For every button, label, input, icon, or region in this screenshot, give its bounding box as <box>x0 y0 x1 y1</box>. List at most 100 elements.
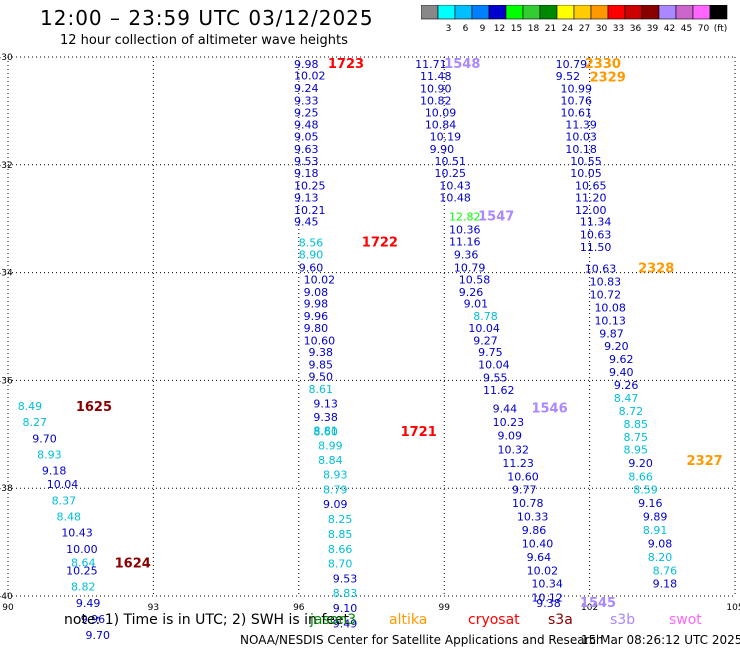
pass-number-label: 2330 <box>585 57 621 72</box>
wave-height-label: 10.51 <box>435 155 467 168</box>
wave-height-label: 10.21 <box>294 204 326 217</box>
wave-height-label: 8.47 <box>614 392 639 405</box>
wave-height-label: 11.62 <box>483 384 515 397</box>
wave-height-label: 8.81 <box>313 424 338 437</box>
wave-height-label: 10.72 <box>590 288 622 301</box>
wave-height-label: 9.16 <box>638 497 663 510</box>
wave-height-label: 10.84 <box>425 119 457 132</box>
wave-height-label: 9.48 <box>294 119 319 132</box>
wave-height-label: 9.18 <box>653 577 678 590</box>
wave-height-label: 9.25 <box>294 106 319 119</box>
wave-height-label: 10.23 <box>493 416 524 429</box>
wave-height-label: 8.64 <box>71 556 96 569</box>
pass-number-label: 2327 <box>687 454 723 469</box>
pass-number-label: 2328 <box>638 262 674 277</box>
wave-height-label: 10.02 <box>294 70 326 83</box>
wave-height-label: 9.87 <box>599 327 624 340</box>
legend-item-s3b: s3b <box>610 612 636 628</box>
wave-height-label: 8.70 <box>328 557 353 570</box>
wave-height-label: 9.45 <box>294 216 319 229</box>
wave-height-label: 10.05 <box>570 167 602 180</box>
satellite-pass-track: 8.568.909.6010.029.089.989.969.8010.609.… <box>299 236 398 424</box>
wave-height-label: 9.38 <box>308 346 333 359</box>
wave-height-label: 10.03 <box>565 131 597 144</box>
wave-height-label: 9.13 <box>294 191 319 204</box>
wave-height-label: 8.79 <box>323 484 348 497</box>
wave-height-label: 8.91 <box>643 524 668 537</box>
wave-height-label: 10.79 <box>454 262 486 275</box>
wave-height-label: 10.02 <box>527 564 559 577</box>
page-subtitle: 12 hour collection of altimeter wave hei… <box>60 33 348 48</box>
wave-height-label: 9.13 <box>313 397 338 410</box>
legend-item-cryosat: cryosat <box>468 612 520 628</box>
wave-height-label: 10.12 <box>531 591 563 604</box>
wave-height-label: 8.25 <box>328 513 353 526</box>
wave-height-label: 10.65 <box>575 180 607 193</box>
wave-height-label: 10.82 <box>420 94 452 107</box>
y-tick-label: -40 <box>0 592 13 602</box>
wave-height-label: 8.82 <box>71 581 96 594</box>
wave-height-label: 9.53 <box>333 573 358 586</box>
color-scale-label: 27 <box>579 24 590 34</box>
wave-height-label: 8.83 <box>333 587 358 600</box>
wave-height-label: 9.85 <box>308 359 333 372</box>
x-tick-label: 99 <box>438 603 450 613</box>
wave-height-label: 9.44 <box>493 403 517 416</box>
color-scale-label: 15 <box>511 24 522 34</box>
wave-height-label: 9.98 <box>294 58 319 71</box>
wave-height-label: 8.56 <box>299 237 324 250</box>
wave-height-label: 9.26 <box>614 379 639 392</box>
wave-height-label: 10.43 <box>439 180 471 193</box>
wave-height-label: 10.63 <box>580 229 612 242</box>
color-scale-label: 24 <box>562 24 574 34</box>
wave-height-label: 9.80 <box>304 322 329 335</box>
wave-height-label: 8.90 <box>299 249 324 262</box>
color-scale-label: 6 <box>463 24 469 34</box>
wave-height-label: 9.08 <box>648 537 673 550</box>
wave-height-label: 9.24 <box>294 82 319 95</box>
y-tick-label: -30 <box>0 53 13 63</box>
wave-height-label: 11.71 <box>415 58 447 71</box>
wave-height-label: 9.98 <box>304 298 329 311</box>
satellite-pass-track: 8.818.608.99 8.848.93 8.799.09 8.25 8.85 8.66… <box>313 424 436 630</box>
wave-height-label: 9.40 <box>609 366 634 379</box>
wave-height-label: 9.20 <box>604 340 629 353</box>
wave-height-label: 10.76 <box>561 94 593 107</box>
wave-height-label: 8.60 <box>313 425 338 438</box>
color-scale-swatch <box>709 5 728 20</box>
wave-height-label: 8.75 <box>624 431 649 444</box>
wave-height-label: 9.01 <box>464 298 489 311</box>
wave-height-label: 9.55 <box>483 371 508 384</box>
wave-height-label: 10.36 <box>449 223 481 236</box>
y-tick-label: -38 <box>0 484 13 494</box>
wave-height-label: 10.32 <box>498 444 529 457</box>
color-scale-label: 3 <box>446 24 452 34</box>
pass-number-label: 1625 <box>76 400 112 415</box>
wave-height-label: 11.50 <box>580 241 612 254</box>
color-scale-label: 18 <box>528 24 540 34</box>
wave-height-label: 10.33 <box>517 511 549 524</box>
x-tick-label: 102 <box>581 603 598 613</box>
legend-item-swot: swot <box>669 612 702 628</box>
wave-height-label: 8.37 <box>52 494 76 507</box>
wave-height-label: 9.50 <box>308 370 333 383</box>
wave-height-label: 9.20 <box>628 457 653 470</box>
wave-height-label: 9.49 <box>76 597 101 610</box>
wave-height-label: 10.61 <box>561 106 593 119</box>
wave-height-label: 10.48 <box>439 191 471 204</box>
wave-height-label: 10.60 <box>304 334 336 347</box>
wave-height-label: 9.05 <box>294 131 319 144</box>
color-scale-label: 70 <box>698 24 710 34</box>
wave-height-label: 11.48 <box>420 70 452 83</box>
color-scale-label: 45 <box>681 24 692 34</box>
y-tick-label: -32 <box>0 161 13 171</box>
satellite-pass-track: 10.6310.8310.7210.0810.139.879.209.629.4… <box>585 262 675 444</box>
pass-number-label: 1548 <box>444 57 480 72</box>
legend-item-jason3: jason3 <box>310 612 357 628</box>
wave-height-label: 8.72 <box>619 405 644 418</box>
wave-height-label: 10.40 <box>522 537 554 550</box>
color-scale-label: 33 <box>613 24 624 34</box>
x-tick-label: 105 <box>726 603 740 613</box>
satellite-pass-track: 9.38 1545 <box>536 596 616 611</box>
